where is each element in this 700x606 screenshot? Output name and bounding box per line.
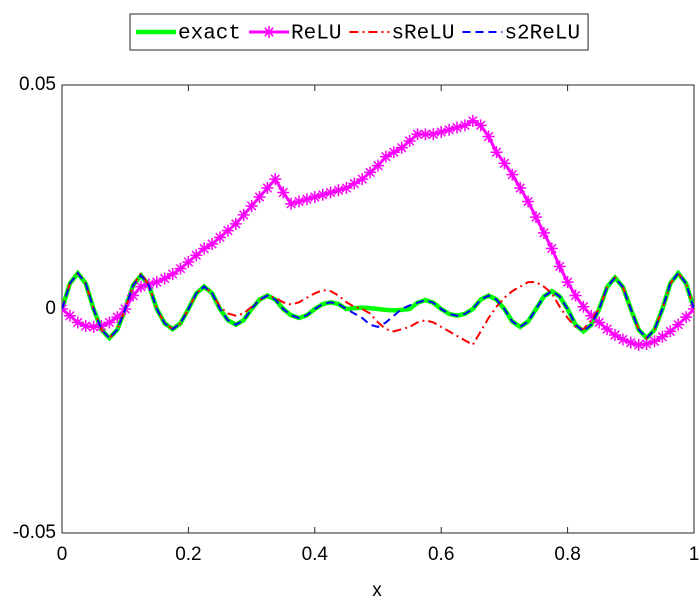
marker [277, 186, 290, 199]
legend: exact ReLU sReLU s2ReLU [129, 13, 589, 51]
marker [506, 168, 519, 181]
marker [87, 320, 100, 333]
marker [135, 280, 147, 293]
x-tick-label: 0.6 [428, 544, 454, 565]
legend-label: exact [178, 23, 241, 46]
x-tick-label: 0.2 [175, 544, 201, 565]
x-axis-label: x [372, 580, 382, 601]
marker [490, 146, 503, 159]
marker [624, 336, 637, 349]
marker [569, 289, 582, 302]
marker [419, 128, 432, 141]
marker [458, 119, 471, 132]
marker [664, 325, 677, 338]
marker [545, 242, 558, 255]
marker [269, 173, 282, 186]
marker [316, 188, 329, 201]
marker [395, 141, 408, 154]
marker [616, 333, 629, 346]
marker [332, 184, 345, 197]
marker [680, 311, 693, 324]
marker [435, 126, 448, 139]
x-tick-label: 0.4 [302, 544, 329, 565]
marker [427, 128, 440, 141]
marker [103, 316, 116, 329]
marker [379, 150, 392, 163]
marker [498, 157, 511, 170]
marker [229, 217, 242, 230]
marker [308, 191, 321, 203]
marker [632, 338, 645, 351]
marker [150, 276, 163, 289]
marker [364, 166, 377, 179]
marker [198, 242, 211, 255]
marker [95, 320, 108, 333]
marker [411, 128, 424, 141]
marker [601, 323, 614, 336]
marker [403, 135, 416, 147]
marker [387, 146, 400, 159]
marker [63, 309, 76, 322]
x-tick-label: 0.8 [554, 544, 580, 565]
marker [214, 231, 226, 244]
marker [451, 121, 463, 134]
marker [577, 300, 590, 313]
legend-marker [263, 26, 276, 38]
marker [553, 260, 566, 273]
marker [79, 320, 92, 333]
marker [182, 255, 195, 268]
marker [443, 123, 456, 136]
marker [348, 177, 361, 190]
y-tick-label: 0 [45, 298, 56, 319]
series-line [62, 271, 694, 340]
marker [174, 262, 187, 275]
marker [609, 328, 621, 341]
marker [474, 119, 487, 132]
marker [221, 224, 234, 237]
marker [340, 182, 353, 195]
marker [640, 337, 653, 350]
marker [656, 330, 669, 343]
marker [127, 289, 140, 302]
marker [261, 182, 274, 195]
marker [522, 195, 535, 208]
marker [372, 159, 384, 172]
marker [585, 309, 598, 322]
marker [111, 311, 124, 324]
marker [356, 173, 369, 186]
marker [206, 238, 219, 251]
marker [190, 249, 203, 262]
marker [672, 318, 685, 331]
marker [561, 276, 574, 289]
marker [71, 316, 84, 329]
series-line [62, 271, 694, 347]
y-tick-label: 0.05 [19, 74, 56, 95]
marker [253, 191, 266, 203]
marker [648, 335, 661, 348]
y-tick-label: -0.05 [13, 522, 56, 543]
marker [166, 268, 179, 281]
plot-lines [62, 114, 694, 351]
marker [593, 316, 606, 329]
marker [482, 130, 495, 143]
legend-label: sReLU [391, 23, 454, 46]
x-tick-label: 1 [689, 544, 700, 565]
marker [158, 272, 171, 285]
marker [285, 197, 298, 210]
marker [293, 195, 305, 208]
marker [466, 114, 479, 127]
legend-label: s2ReLU [504, 23, 580, 46]
marker [245, 199, 258, 212]
marker [324, 186, 337, 199]
marker [300, 193, 313, 206]
marker [237, 208, 250, 221]
marker [530, 211, 542, 224]
legend-label: ReLU [291, 23, 341, 46]
x-tick-label: 0 [57, 544, 68, 565]
marker [537, 226, 550, 239]
marker [514, 182, 527, 195]
legend-box [129, 13, 589, 51]
